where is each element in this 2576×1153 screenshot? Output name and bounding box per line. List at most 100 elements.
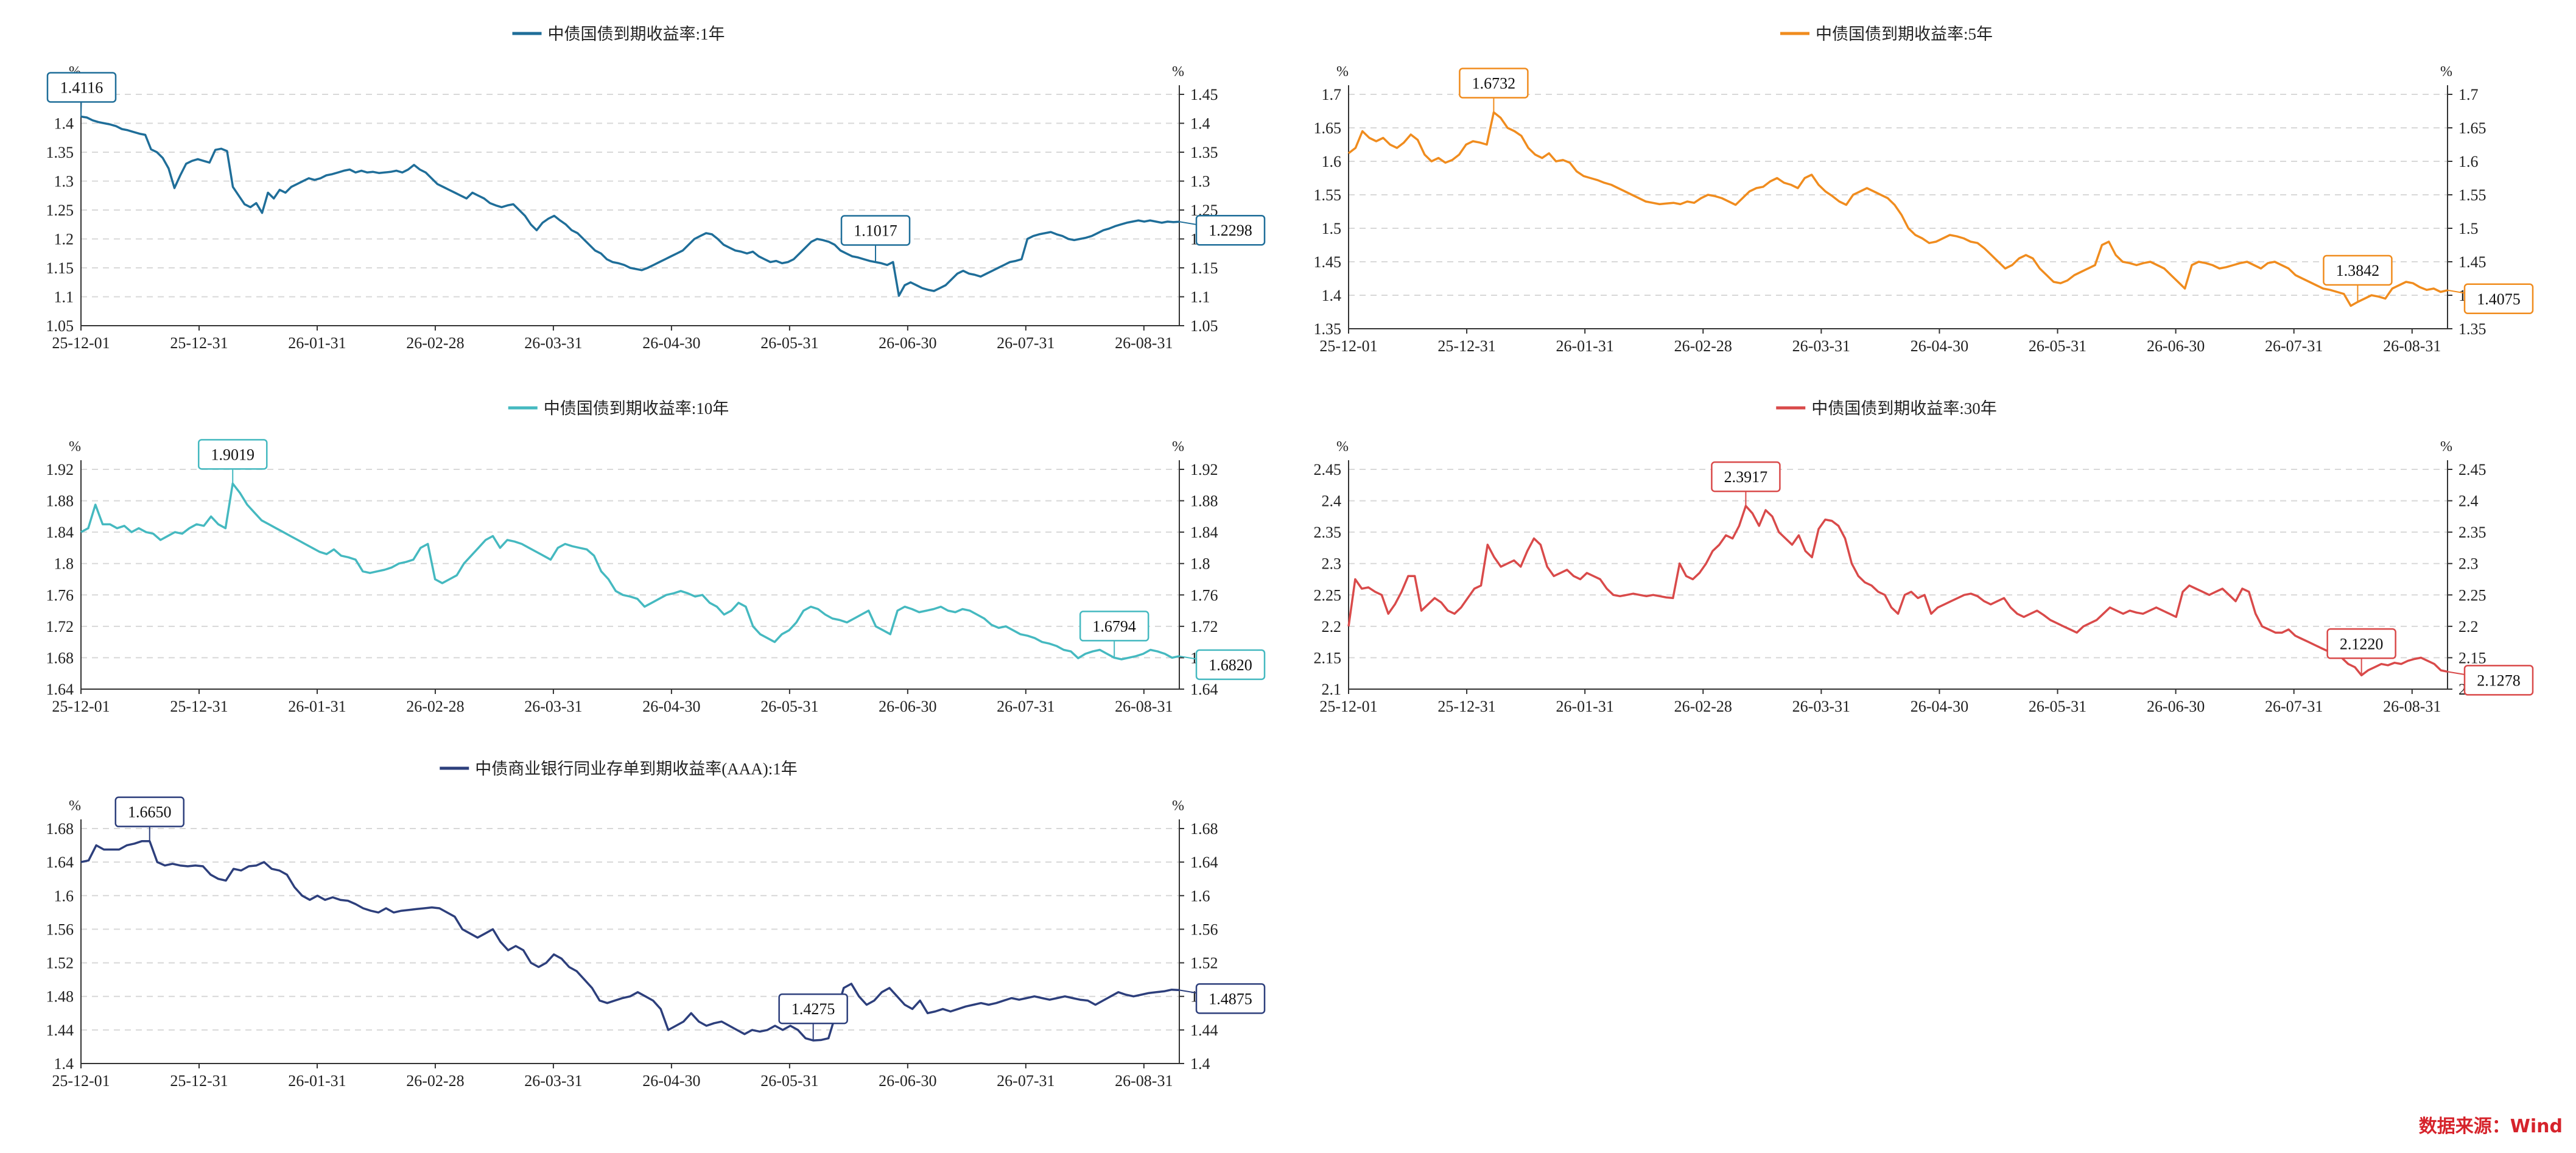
x-tick-label: 26-03-31 bbox=[524, 698, 582, 715]
y-tick-right: 1.65 bbox=[2458, 119, 2487, 137]
y-tick-left: 1.64 bbox=[46, 681, 74, 698]
y-tick-left: 1.15 bbox=[46, 259, 74, 277]
y-tick-left: 2.3 bbox=[1322, 555, 1342, 573]
x-tick-label: 26-06-30 bbox=[879, 698, 936, 715]
callout-text: 1.9019 bbox=[211, 446, 254, 463]
value-callout: 1.4116 bbox=[46, 72, 117, 117]
x-tick-label: 26-03-31 bbox=[1792, 337, 1850, 355]
legend: 中债国债到期收益率:5年 bbox=[1780, 25, 1993, 43]
y-tick-left: 2.1 bbox=[1322, 681, 1342, 698]
series-line bbox=[1347, 111, 2448, 307]
y-unit-left: % bbox=[69, 439, 81, 455]
y-tick-left: 2.45 bbox=[1314, 461, 1342, 478]
x-tick-label: 26-06-30 bbox=[2147, 337, 2205, 355]
value-callout: 2.3917 bbox=[1711, 461, 1781, 506]
y-tick-left: 1.2 bbox=[54, 231, 74, 248]
y-tick-left: 1.3 bbox=[54, 173, 74, 191]
callout-text: 1.4875 bbox=[1209, 990, 1252, 1008]
x-tick-label: 26-05-31 bbox=[760, 1072, 818, 1090]
y-tick-right: 1.5 bbox=[2458, 220, 2479, 237]
y-unit-right: % bbox=[1172, 798, 1184, 814]
y-tick-left: 1.88 bbox=[46, 492, 74, 510]
y-tick-left: 1.68 bbox=[46, 649, 74, 667]
y-unit-left: % bbox=[1336, 64, 1349, 80]
x-tick-label: 25-12-31 bbox=[1437, 337, 1495, 355]
y-tick-right: 2.2 bbox=[2458, 618, 2479, 636]
y-tick-right: 2.15 bbox=[2458, 649, 2487, 667]
y-tick-right: 2.45 bbox=[2458, 461, 2487, 478]
series-line bbox=[80, 482, 1180, 661]
series-line bbox=[80, 839, 1180, 1042]
value-callout: 1.6794 bbox=[1079, 611, 1149, 658]
x-tick-label: 25-12-31 bbox=[170, 1072, 228, 1090]
chart-2: 中债国债到期收益率:5年1.351.351.41.41.451.451.51.5… bbox=[1314, 25, 2534, 355]
x-tick-label: 26-03-31 bbox=[1792, 698, 1850, 715]
callout-text: 2.3917 bbox=[1724, 468, 1768, 486]
y-tick-right: 2.25 bbox=[2458, 586, 2487, 604]
x-tick-label: 26-08-31 bbox=[1115, 334, 1173, 352]
y-tick-left: 1.05 bbox=[46, 317, 74, 335]
value-callout: 1.6820 bbox=[1179, 649, 1266, 681]
y-tick-left: 1.55 bbox=[1314, 186, 1342, 204]
x-tick-label: 26-07-31 bbox=[2265, 698, 2323, 715]
x-tick-label: 26-07-31 bbox=[2265, 337, 2323, 355]
series-line bbox=[1347, 505, 2448, 677]
x-tick-label: 25-12-31 bbox=[1437, 698, 1495, 715]
y-tick-left: 1.35 bbox=[46, 144, 74, 161]
y-tick-right: 1.35 bbox=[1190, 144, 1218, 161]
y-tick-left: 1.44 bbox=[46, 1022, 74, 1039]
y-tick-right: 1.68 bbox=[1190, 820, 1218, 838]
legend: 中债国债到期收益率:1年 bbox=[512, 25, 725, 43]
callout-text: 1.6794 bbox=[1092, 617, 1136, 635]
y-tick-left: 1.68 bbox=[46, 820, 74, 838]
x-tick-label: 26-05-31 bbox=[760, 334, 818, 352]
y-tick-right: 1.15 bbox=[1190, 259, 1218, 277]
value-callout: 1.2298 bbox=[1179, 214, 1266, 246]
callout-text: 1.4075 bbox=[2477, 290, 2521, 308]
y-tick-left: 1.65 bbox=[1314, 119, 1342, 137]
chart-4: 中债国债到期收益率:30年2.12.12.152.152.22.22.252.2… bbox=[1314, 399, 2534, 715]
x-tick-label: 26-04-30 bbox=[1911, 337, 1968, 355]
value-callout: 1.1017 bbox=[840, 215, 911, 262]
x-tick-label: 26-04-30 bbox=[642, 698, 700, 715]
y-tick-right: 1.64 bbox=[1190, 681, 1218, 698]
y-tick-left: 1.7 bbox=[1322, 86, 1342, 103]
x-tick-label: 25-12-01 bbox=[1319, 698, 1377, 715]
x-tick-label: 26-08-31 bbox=[2383, 337, 2441, 355]
y-tick-left: 2.4 bbox=[1322, 492, 1342, 510]
y-tick-left: 1.6 bbox=[54, 887, 74, 905]
y-tick-left: 2.35 bbox=[1314, 524, 1342, 541]
value-callout: 1.6650 bbox=[114, 796, 184, 841]
chart-title: 中债国债到期收益率:30年 bbox=[1811, 399, 1997, 418]
chart-5: 中债商业银行同业存单到期收益率(AAA):1年 1.4 1.4 1.44 1.44 1.4… bbox=[46, 760, 1266, 1090]
callout-text: 2.1220 bbox=[2340, 635, 2384, 653]
x-tick-label: 26-05-31 bbox=[760, 698, 818, 715]
x-tick-label: 25-12-01 bbox=[1319, 337, 1377, 355]
y-tick-left: 1.84 bbox=[46, 524, 74, 541]
y-unit-right: % bbox=[1172, 439, 1184, 455]
x-tick-label: 26-08-31 bbox=[1115, 1072, 1173, 1090]
y-tick-right: 1.4 bbox=[1190, 1055, 1210, 1073]
legend: 中债国债到期收益率:10年 bbox=[508, 399, 729, 418]
y-tick-left: 1.52 bbox=[46, 955, 74, 972]
y-tick-right: 1.88 bbox=[1190, 492, 1218, 510]
x-tick-label: 26-01-31 bbox=[1556, 337, 1614, 355]
value-callout: 1.4875 bbox=[1179, 983, 1266, 1014]
x-tick-label: 26-02-28 bbox=[1674, 698, 1732, 715]
value-callout: 1.9019 bbox=[197, 439, 268, 484]
callout-text: 1.6820 bbox=[1209, 656, 1252, 674]
callout-text: 1.4116 bbox=[60, 79, 104, 96]
callout-text: 2.1278 bbox=[2477, 671, 2521, 689]
y-tick-left: 2.25 bbox=[1314, 586, 1342, 604]
x-tick-label: 26-03-31 bbox=[524, 334, 582, 352]
y-tick-left: 1.48 bbox=[46, 988, 74, 1006]
x-tick-label: 25-12-01 bbox=[52, 334, 110, 352]
y-tick-left: 1.1 bbox=[54, 289, 74, 306]
callout-text: 1.4275 bbox=[791, 1000, 835, 1018]
y-tick-right: 1.56 bbox=[1190, 920, 1218, 938]
x-tick-label: 25-12-31 bbox=[170, 334, 228, 352]
value-callout: 2.1220 bbox=[2326, 628, 2396, 676]
y-unit-left: % bbox=[1336, 439, 1349, 455]
y-tick-right: 2.35 bbox=[2458, 524, 2487, 541]
